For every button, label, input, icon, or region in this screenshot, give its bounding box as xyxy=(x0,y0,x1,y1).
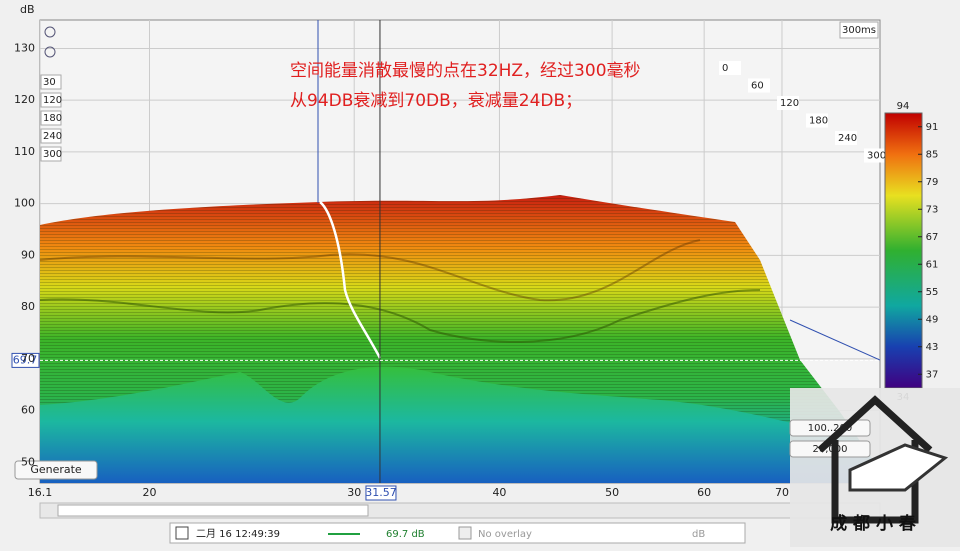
watermark-text: 成 都 小 春 xyxy=(830,513,916,534)
color-bar-label: 37 xyxy=(926,369,939,380)
color-bar-label: 73 xyxy=(926,204,939,215)
cursor-y-label: 69.7 xyxy=(13,353,38,366)
unit: dB xyxy=(692,529,705,540)
overlay: No overlay xyxy=(478,529,532,540)
color-bar-label: 55 xyxy=(926,287,939,298)
annotation: 从94DB衰减到70DB，衰减量24DB； xyxy=(290,91,582,111)
time-labels-left: 30 120 180 240 300 xyxy=(40,74,62,162)
y-tick-label: 120 xyxy=(14,93,35,106)
time-label-box xyxy=(40,128,62,144)
zoom-in[interactable] xyxy=(44,26,56,38)
color-bar-max: 94 xyxy=(897,101,910,112)
time-label: 240 xyxy=(838,133,857,144)
time-span-box xyxy=(839,21,879,39)
color-bar-label: 49 xyxy=(926,314,939,325)
time-label-box xyxy=(777,96,799,110)
watermark-horn xyxy=(848,443,949,492)
reading: 69.7 dB xyxy=(386,529,425,540)
time-label-box xyxy=(719,61,741,75)
checkbox[interactable] xyxy=(175,526,189,540)
zoom-out[interactable] xyxy=(44,46,56,58)
x-tick-label: 40 xyxy=(492,486,506,499)
range-label: 100..200 xyxy=(808,423,853,434)
y-tick-label: 50 xyxy=(21,455,35,468)
time-labels-right: 0 60 120 180 240 300 xyxy=(719,61,886,163)
y-tick-label: 130 xyxy=(14,41,35,54)
color-bar xyxy=(884,112,923,389)
cursor-x-label: 31.57 xyxy=(365,486,397,499)
y-tick-label: 60 xyxy=(21,404,35,417)
time-label: 120 xyxy=(43,95,62,106)
time-label: 120 xyxy=(780,98,799,109)
time-label: 240 xyxy=(43,131,62,142)
time-label-box xyxy=(40,92,62,108)
x-tick-label: 20 xyxy=(143,486,157,499)
x-tick-label: 16.1 xyxy=(28,486,53,499)
color-bar-label: 43 xyxy=(926,342,939,353)
y-tick-label: 70 xyxy=(21,352,35,365)
measurement: 二月 16 12:49:39 xyxy=(196,528,280,540)
cursor-x-box xyxy=(365,485,397,501)
status-bar xyxy=(169,522,746,544)
time-label-box xyxy=(806,113,828,128)
time-label: 0 xyxy=(722,63,728,74)
cursor-y-box xyxy=(11,352,40,368)
time-label-box xyxy=(40,110,62,126)
x-tick-label: 30 xyxy=(347,486,361,499)
time-label-box xyxy=(40,74,62,90)
x-tick-label: 50 xyxy=(605,486,619,499)
y-tick-label: 100 xyxy=(14,197,35,210)
color-bar-label: 61 xyxy=(926,259,939,270)
x-tick-label: 60 xyxy=(697,486,711,499)
time-label-box xyxy=(835,131,857,145)
generate-label: Generate xyxy=(30,463,82,476)
time-span: 300ms xyxy=(842,25,876,36)
color-bar-label: 85 xyxy=(926,149,939,160)
scroll-thumb[interactable] xyxy=(57,504,369,517)
y-tick-label: 110 xyxy=(14,145,35,158)
time-label: 60 xyxy=(751,81,764,92)
color-bar-label: 91 xyxy=(926,122,939,133)
y-tick-label: 90 xyxy=(21,248,35,261)
color-bar-label: 79 xyxy=(926,177,939,188)
time-label: 30 xyxy=(43,77,56,88)
time-label-box xyxy=(40,146,62,162)
waterfall-surface xyxy=(40,20,880,483)
time-label: 300 xyxy=(43,149,62,160)
time-label: 180 xyxy=(809,116,828,127)
overlay-checkbox[interactable] xyxy=(458,526,472,540)
time-label-box xyxy=(864,148,886,163)
generate-button[interactable] xyxy=(14,460,98,480)
cursor: 31.57 69.7 xyxy=(11,20,880,501)
time-label: 300 xyxy=(867,151,886,162)
y-tick-label: 80 xyxy=(21,300,35,313)
y-axis-label: dB xyxy=(20,3,35,16)
time-label: 180 xyxy=(43,113,62,124)
annotation: 空间能量消散最慢的点在32HZ，经过300毫秒 xyxy=(290,60,641,81)
range-label: 20,000 xyxy=(813,444,848,455)
color-bar-label: 67 xyxy=(926,232,939,243)
x-tick-label: 70 xyxy=(775,486,789,499)
time-label-box xyxy=(748,78,770,93)
